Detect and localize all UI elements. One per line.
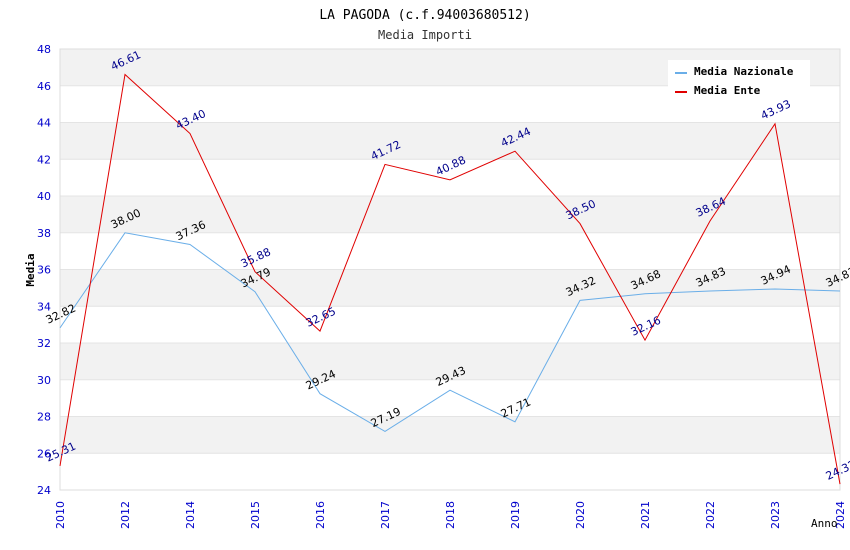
grid-band [60, 122, 840, 160]
x-tick-label: 2021 [639, 501, 652, 529]
y-tick-label: 48 [37, 43, 51, 56]
y-tick-label: 24 [37, 484, 51, 497]
data-label: 34.83 [824, 265, 850, 290]
x-tick-label: 2014 [184, 501, 197, 529]
x-axis-ticks: 2010 2012 2014 2015 2016 2017 2018 2019 2020 2021… [54, 501, 847, 529]
y-tick-label: 40 [37, 190, 51, 203]
y-tick-label: 28 [37, 411, 51, 424]
y-axis-ticks: 24 26 28 30 32 34 36 38 40 42 44 46 48 [37, 43, 51, 497]
legend-label-ente: Media Ente [694, 84, 761, 97]
x-tick-label: 2024 [834, 501, 847, 529]
x-tick-label: 2015 [249, 501, 262, 529]
series-lines [59, 73, 841, 485]
data-label: 32.65 [304, 305, 338, 330]
plot-area-border [59, 48, 841, 491]
chart-subtitle: Media Importi [378, 28, 472, 42]
x-tick-label: 2016 [314, 501, 327, 529]
y-tick-label: 32 [37, 337, 51, 350]
data-label: 43.93 [759, 97, 793, 122]
chart-title: LA PAGODA (c.f.94003680512) [319, 8, 530, 23]
x-tick-label: 2012 [119, 501, 132, 529]
series-line-ente [59, 73, 841, 485]
legend: Media Nazionale Media Ente [668, 60, 810, 98]
y-tick-label: 46 [37, 80, 51, 93]
y-tick-label: 30 [37, 374, 51, 387]
series-line-nazionale [59, 232, 841, 432]
x-tick-label: 2022 [704, 501, 717, 529]
grid-band [60, 269, 840, 307]
legend-label-nazionale: Media Nazionale [694, 65, 794, 78]
x-tick-label: 2020 [574, 501, 587, 529]
y-tick-label: 26 [37, 447, 51, 460]
x-tick-label: 2010 [54, 501, 67, 529]
y-tick-label: 34 [37, 300, 51, 313]
x-tick-label: 2018 [444, 501, 457, 529]
grid-band [60, 416, 840, 454]
grid-band [60, 196, 840, 233]
y-axis-label: Media [24, 253, 37, 286]
data-label: 24.32 [824, 458, 850, 483]
data-label: 32.16 [629, 314, 663, 339]
legend-box [668, 60, 810, 98]
x-axis-label: Anno [811, 517, 838, 530]
y-tick-label: 36 [37, 264, 51, 277]
x-tick-label: 2019 [509, 501, 522, 529]
x-tick-label: 2023 [769, 501, 782, 529]
y-tick-label: 44 [37, 117, 51, 130]
grid-lines [60, 48, 840, 491]
y-tick-label: 42 [37, 153, 51, 166]
y-tick-label: 38 [37, 227, 51, 240]
x-tick-label: 2017 [379, 501, 392, 529]
grid-band [60, 343, 840, 380]
grid-bands [60, 49, 840, 454]
